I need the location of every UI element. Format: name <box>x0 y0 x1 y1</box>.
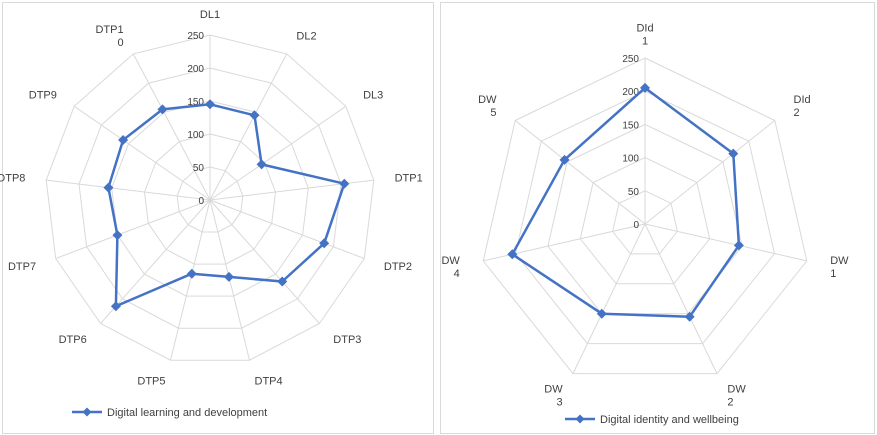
radar-svg-identity: 0 50 100 150 200 250 DId 1 DId 2 DW 1 DW 2 DW 3 DW 4 DW 5 Di… <box>441 23 849 427</box>
radar-svg-learning: 0 50 100 150 200 250 DL1 DL2 DL3 DTP1 DTP2 DTP3 DTP4… <box>0 9 423 419</box>
data-point-marker <box>733 240 744 251</box>
data-point-marker <box>684 311 695 322</box>
category-label: DW 1 <box>830 255 849 280</box>
data-point-marker <box>249 110 260 121</box>
grid-ring <box>176 166 244 233</box>
category-label: DTP7 <box>8 261 36 273</box>
axis-spoke <box>73 105 211 201</box>
tick-label: 0 <box>198 196 204 207</box>
category-label: DTP6 <box>59 334 87 346</box>
radar-chart-learning: 0 50 100 150 200 250 DL1 DL2 DL3 DTP1 DTP2 DTP3 DTP4… <box>0 0 436 435</box>
legend-marker <box>575 414 585 424</box>
grid-ring <box>612 190 678 255</box>
tick-label: 50 <box>193 163 205 174</box>
axis-spoke <box>46 179 211 201</box>
category-label: DL2 <box>296 30 316 42</box>
data-point-marker <box>277 276 288 287</box>
category-label: DW 2 <box>727 384 746 409</box>
category-label: DW 3 <box>544 384 563 409</box>
axis-spoke <box>572 223 646 374</box>
grid-ring <box>111 100 309 297</box>
data-point-marker <box>186 268 197 279</box>
data-point-marker <box>596 308 607 319</box>
tick-label: 200 <box>622 87 639 98</box>
data-point-marker <box>110 301 121 312</box>
axis-spoke <box>100 199 211 324</box>
category-label: DTP3 <box>333 334 361 346</box>
data-point-marker <box>256 159 267 170</box>
category-label: DL3 <box>363 89 383 101</box>
radar-chart-identity: 0 50 100 150 200 250 DId 1 DId 2 DW 1 DW 2 DW 3 DW 4 DW 5 Di… <box>438 0 877 435</box>
category-label: DTP2 <box>384 261 412 273</box>
axis-spoke <box>55 199 211 259</box>
axis-spoke <box>209 199 365 259</box>
axis-spoke <box>644 223 718 374</box>
grid-ring <box>579 157 711 285</box>
tick-label: 0 <box>633 220 639 231</box>
tick-label: 250 <box>187 31 204 42</box>
category-label: DL1 <box>200 9 220 21</box>
tick-label: 100 <box>622 154 639 165</box>
category-label: DId 1 <box>636 23 653 48</box>
grid-ring <box>482 57 808 375</box>
category-label: DTP1 <box>395 173 423 185</box>
category-label: DTP1 0 <box>95 24 123 49</box>
chart-frame <box>2 2 434 434</box>
legend-label: Digital learning and development <box>107 407 267 419</box>
series-line <box>511 86 741 318</box>
tick-label: 200 <box>187 64 204 75</box>
grid-ring <box>78 67 342 329</box>
data-point-marker <box>205 99 215 110</box>
data-point-marker <box>103 182 114 193</box>
axis-spoke <box>209 199 320 324</box>
axis-spoke <box>170 199 211 361</box>
data-point-marker <box>223 271 234 282</box>
axis-spoke <box>132 53 211 201</box>
data-point-marker <box>319 238 330 249</box>
data-point-marker <box>118 135 129 146</box>
category-label: DTP5 <box>137 376 165 388</box>
data-point-marker <box>507 249 518 260</box>
data-point-marker <box>339 178 350 189</box>
data-point-marker <box>157 104 168 115</box>
tick-label: 150 <box>622 120 639 131</box>
tick-label: 150 <box>187 97 204 108</box>
tick-label: 100 <box>187 130 204 141</box>
tick-label: 250 <box>622 54 639 65</box>
category-label: DW 5 <box>478 94 497 119</box>
chart-frame <box>440 2 875 434</box>
category-label: DTP8 <box>0 173 25 185</box>
axis-spoke <box>483 223 646 262</box>
grid-ring <box>143 133 277 265</box>
series-line <box>107 103 346 308</box>
data-point-marker <box>728 148 739 159</box>
category-label: DW 4 <box>441 255 460 280</box>
grid-ring <box>514 90 776 345</box>
axis-spoke <box>514 120 646 225</box>
axis-spoke <box>644 223 807 262</box>
tick-label: 50 <box>628 187 640 198</box>
data-point-marker <box>112 230 123 241</box>
axis-spoke <box>209 53 288 201</box>
category-label: DId 2 <box>794 94 811 119</box>
data-point-marker <box>640 82 650 93</box>
axis-spoke <box>209 105 347 201</box>
legend-marker <box>82 407 92 417</box>
category-label: DTP4 <box>255 376 283 388</box>
data-point-marker <box>559 154 570 165</box>
grid-ring <box>45 34 375 361</box>
legend-label: Digital identity and wellbeing <box>600 414 739 426</box>
axis-spoke <box>644 120 776 225</box>
grid-ring <box>547 123 743 315</box>
category-label: DTP9 <box>29 89 57 101</box>
